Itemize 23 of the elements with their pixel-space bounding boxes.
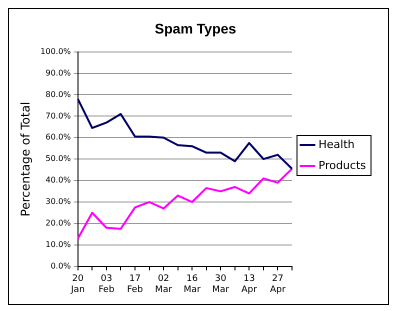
y-tick-label: 0.0% — [50, 261, 72, 270]
legend-label: Products — [318, 158, 366, 172]
y-tick-label: 20.0% — [45, 218, 72, 228]
y-tick-label: 10.0% — [45, 240, 72, 250]
x-tick-label: 27 Apr — [270, 274, 286, 295]
y-tick-label: 60.0% — [45, 132, 72, 142]
x-tick-label: 20 Jan — [70, 274, 85, 295]
y-axis-title: Percentage of Total — [18, 102, 32, 216]
y-tick-label: 80.0% — [45, 90, 72, 99]
y-tick-label: 70.0% — [45, 111, 72, 120]
y-tick-label: 100.0% — [40, 46, 72, 56]
chart-title: Spam Types — [154, 20, 236, 36]
y-tick-label: 50.0% — [45, 154, 72, 164]
legend-label: Health — [318, 138, 355, 151]
x-tick-label: 17 Feb — [127, 274, 144, 295]
x-tick-label: 13 Apr — [241, 274, 258, 295]
x-tick-label: 16 Mar — [184, 274, 201, 295]
y-tick-label: 90.0% — [45, 68, 72, 78]
x-tick-label: 30 Mar — [212, 274, 230, 295]
x-tick-label: 03 Feb — [98, 274, 115, 295]
x-tick-label: 02 Mar — [155, 274, 172, 295]
y-tick-label: 40.0% — [45, 176, 72, 185]
y-tick-label: 30.0% — [45, 197, 72, 206]
